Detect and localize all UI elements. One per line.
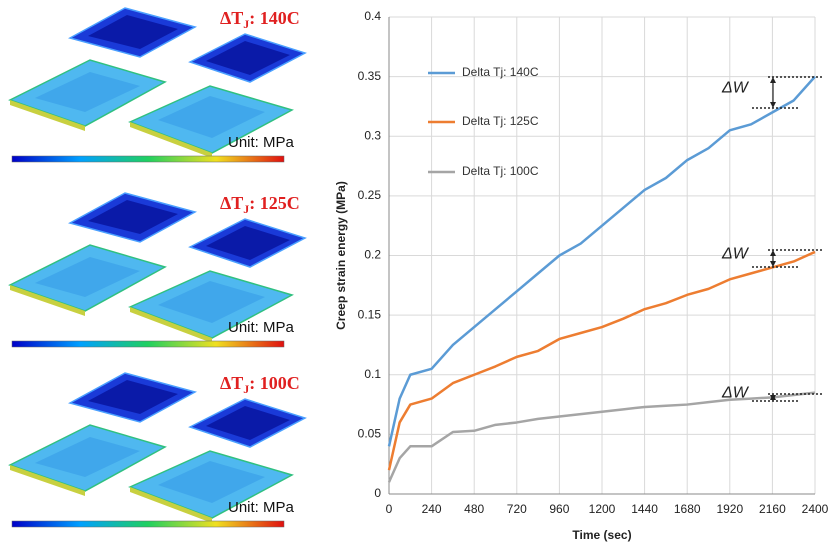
x-tick-label: 1440 — [631, 502, 658, 516]
label-value: : 100C — [249, 373, 300, 393]
y-tick-label: 0.05 — [358, 427, 382, 441]
delta-w-label: ΔW — [721, 246, 750, 263]
y-tick-label: 0.15 — [358, 307, 382, 321]
label-main: ΔT — [220, 193, 243, 213]
x-tick-label: 0 — [386, 502, 393, 516]
legend-label: Delta Tj: 140C — [462, 65, 539, 79]
contour-panel: ΔTJ: 100C Unit: MPa — [10, 373, 305, 527]
colorbar — [12, 341, 284, 347]
delta-t-label: ΔTJ: 140C — [220, 8, 300, 31]
y-axis-title: Creep strain energy (MPa) — [334, 181, 348, 330]
x-tick-label: 1200 — [589, 502, 616, 516]
unit-label: Unit: MPa — [228, 134, 295, 151]
x-tick-label: 2160 — [759, 502, 786, 516]
label-main: ΔT — [220, 373, 243, 393]
arrow-head — [770, 250, 776, 256]
delta-w-label: ΔW — [721, 80, 750, 97]
chart: ΔTJ: 140CUnit: MPaΔTJ: 125CUnit: MPaΔTJ:… — [0, 0, 834, 546]
contour-panel: ΔTJ: 125C Unit: MPa — [10, 193, 305, 347]
label-value: : 125C — [249, 193, 300, 213]
delta-t-label: ΔTJ: 100C — [220, 373, 300, 396]
x-tick-label: 1920 — [716, 502, 743, 516]
y-tick-label: 0 — [374, 486, 381, 500]
unit-label: Unit: MPa — [228, 499, 295, 516]
delta-w-label: ΔW — [721, 385, 750, 402]
legend-label: Delta Tj: 125C — [462, 114, 539, 128]
x-tick-label: 960 — [549, 502, 569, 516]
x-axis-title: Time (sec) — [572, 528, 631, 542]
x-tick-label: 240 — [422, 502, 442, 516]
x-tick-label: 480 — [464, 502, 484, 516]
plot: 0 0.05 0.1 0.15 0.2 0.25 0.3 0.35 0.4 0 240 480 720 9… — [334, 9, 828, 542]
y-tick-label: 0.1 — [364, 367, 381, 381]
colorbar — [12, 156, 284, 162]
delta-t-label: ΔTJ: 125C — [220, 193, 300, 216]
label-value: : 140C — [249, 8, 300, 28]
arrow-head — [770, 102, 776, 108]
figure: {"contour_panels": [ {"label_main": "ΔT"… — [0, 0, 834, 546]
y-tick-label: 0.25 — [358, 188, 382, 202]
y-tick-label: 0.2 — [364, 248, 381, 262]
x-tick-label: 720 — [507, 502, 527, 516]
x-tick-label: 2400 — [802, 502, 829, 516]
colorbar — [12, 521, 284, 527]
arrow-head — [770, 77, 776, 83]
legend-label: Delta Tj: 100C — [462, 164, 539, 178]
x-tick-label: 1680 — [674, 502, 701, 516]
unit-label: Unit: MPa — [228, 319, 295, 336]
contour-panel: ΔTJ: 140C Unit: MPa — [10, 8, 305, 162]
y-tick-label: 0.35 — [358, 69, 382, 83]
y-tick-label: 0.3 — [364, 128, 381, 142]
y-tick-label: 0.4 — [364, 9, 381, 23]
label-main: ΔT — [220, 8, 243, 28]
